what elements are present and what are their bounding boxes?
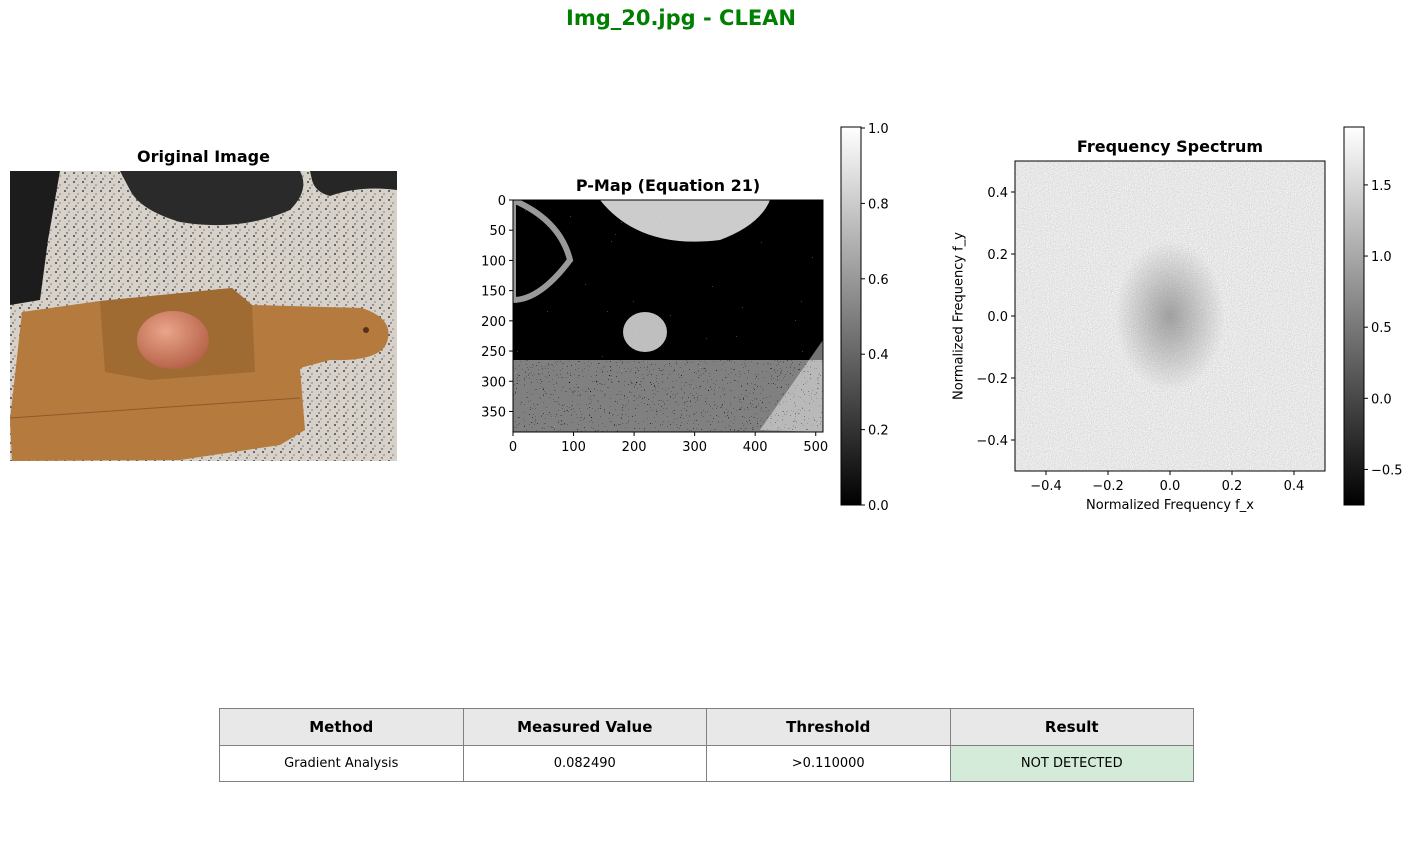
spectrum-x-tick-label: 0.4 (1284, 479, 1305, 494)
original-image-title: Original Image (137, 147, 270, 166)
table-row: Gradient Analysis 0.082490 >0.110000 NOT… (219, 745, 1194, 782)
header-result: Result (949, 708, 1194, 746)
pmap-colorbar-tick-label: 0.8 (868, 197, 889, 212)
spectrum-y-axis: 0.4 0.2 0.0 −0.2 −0.4 (976, 186, 1015, 449)
spectrum-colorbar-tick-label: 1.0 (1371, 250, 1392, 265)
spectrum-colorbar-tick-label: 0.0 (1371, 392, 1392, 407)
cell-threshold: >0.110000 (706, 745, 951, 782)
cell-measured-value: 0.082490 (462, 745, 707, 782)
pmap-y-tick-label: 100 (481, 254, 506, 269)
spectrum-x-tick-label: −0.4 (1030, 479, 1062, 494)
table-header-row: Method Measured Value Threshold Result (219, 708, 1194, 746)
pmap-colorbar-tick-label: 0.4 (868, 348, 889, 363)
pmap-colorbar-tick-label: 0.6 (868, 273, 889, 288)
spectrum-y-tick-label: 0.0 (987, 310, 1008, 325)
pmap-colorbar-tick-label: 0.0 (868, 499, 889, 514)
spectrum-colorbar (1343, 126, 1365, 506)
cell-result: NOT DETECTED (949, 745, 1194, 782)
spectrum-y-label: Normalized Frequency f_y (951, 232, 967, 400)
spectrum-x-label: Normalized Frequency f_x (1086, 498, 1254, 513)
spectrum-colorbar-tick-label: −0.5 (1371, 463, 1403, 478)
spectrum-colorbar-tick-label: 1.5 (1371, 179, 1392, 194)
pmap-y-tick-label: 150 (481, 285, 506, 300)
pmap-title: P-Map (Equation 21) (575, 176, 761, 195)
pmap-y-tick-label: 50 (489, 224, 506, 239)
pmap-colorbar (840, 126, 862, 506)
header-threshold: Threshold (706, 708, 951, 746)
pmap-x-tick-label: 500 (803, 440, 828, 455)
pmap-x-axis: 0 100 200 300 400 500 (509, 432, 828, 455)
spectrum-y-tick-label: 0.4 (987, 186, 1008, 201)
pmap-y-axis: 0 50 100 150 200 250 300 350 (481, 194, 513, 420)
pmap-x-tick-label: 200 (622, 440, 647, 455)
pmap-colorbar-ticks: 0.0 0.2 0.4 0.6 0.8 1.0 (861, 122, 889, 514)
pmap-y-tick-label: 200 (481, 315, 506, 330)
cell-method: Gradient Analysis (219, 745, 464, 782)
spectrum-colorbar-ticks: 1.5 1.0 0.5 0.0 −0.5 (1364, 179, 1403, 478)
spectrum-x-tick-label: 0.0 (1160, 479, 1181, 494)
header-method: Method (219, 708, 464, 746)
spectrum-x-axis: −0.4 −0.2 0.0 0.2 0.4 (1030, 471, 1304, 494)
spectrum-x-tick-label: −0.2 (1092, 479, 1124, 494)
pmap-y-tick-label: 350 (481, 405, 506, 420)
spectrum-title: Frequency Spectrum (1076, 137, 1264, 156)
pmap-x-tick-label: 100 (561, 440, 586, 455)
spectrum-y-tick-label: 0.2 (987, 248, 1008, 263)
pmap-x-tick-label: 400 (743, 440, 768, 455)
figure-suptitle: Img_20.jpg - CLEAN (566, 6, 796, 30)
spectrum-colorbar-tick-label: 0.5 (1371, 321, 1392, 336)
spectrum-x-tick-label: 0.2 (1222, 479, 1243, 494)
pmap-colorbar-tick-label: 0.2 (868, 424, 889, 439)
pmap-x-tick-label: 0 (509, 440, 517, 455)
pmap-colorbar-tick-label: 1.0 (868, 122, 889, 137)
pmap-y-tick-label: 250 (481, 345, 506, 360)
spectrum-y-tick-label: −0.4 (976, 434, 1008, 449)
spectrum-y-tick-label: −0.2 (976, 372, 1008, 387)
pmap-x-tick-label: 300 (682, 440, 707, 455)
pmap-y-tick-label: 300 (481, 375, 506, 390)
results-table: Method Measured Value Threshold Result G… (219, 708, 1194, 782)
header-measured-value: Measured Value (462, 708, 707, 746)
pmap-y-tick-label: 0 (498, 194, 506, 209)
